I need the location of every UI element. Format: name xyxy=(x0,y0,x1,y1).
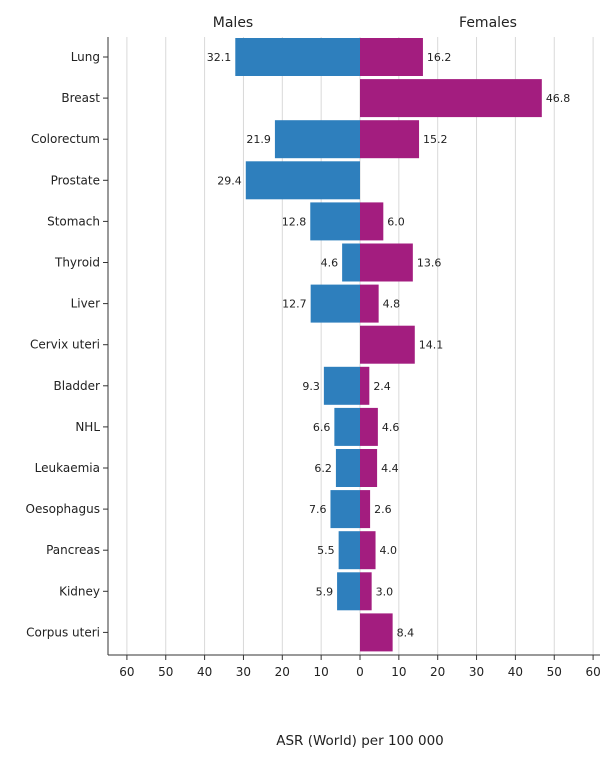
male-bar xyxy=(245,161,360,200)
category-label: Stomach xyxy=(47,214,100,228)
male-value-label: 21.9 xyxy=(246,133,271,146)
female-bar xyxy=(360,202,384,241)
male-value-label: 29.4 xyxy=(217,174,242,187)
category-label: Lung xyxy=(71,50,100,64)
male-bar xyxy=(274,120,360,159)
male-value-label: 6.2 xyxy=(314,462,332,475)
male-value-label: 4.6 xyxy=(321,257,339,270)
female-value-label: 4.6 xyxy=(382,421,400,434)
x-tick-label: 60 xyxy=(585,665,600,679)
male-bar xyxy=(323,366,360,405)
male-bar xyxy=(337,572,360,611)
female-bar xyxy=(360,572,372,611)
females-series-label: Females xyxy=(459,15,517,31)
male-value-label: 5.5 xyxy=(317,544,335,557)
male-value-label: 5.9 xyxy=(316,585,334,598)
male-value-label: 6.6 xyxy=(313,421,331,434)
males-series-label: Males xyxy=(213,15,253,31)
male-value-label: 32.1 xyxy=(207,51,232,64)
axis-layer xyxy=(103,37,600,660)
category-label: Thyroid xyxy=(54,256,100,270)
male-value-label: 7.6 xyxy=(309,503,327,516)
male-bar xyxy=(310,202,360,241)
x-tick-label: 60 xyxy=(119,665,134,679)
category-label: Leukaemia xyxy=(35,461,100,475)
category-label: Kidney xyxy=(59,584,100,598)
label-layer: 60 50 40 30 20 10 0 10 20 30 40 50 60 Lung 32.1 16.2 Bre… xyxy=(26,50,601,679)
x-tick-label: 40 xyxy=(508,665,523,679)
female-value-label: 4.4 xyxy=(381,462,399,475)
x-tick-label: 30 xyxy=(469,665,484,679)
female-value-label: 13.6 xyxy=(417,257,442,270)
category-label: Cervix uteri xyxy=(30,338,100,352)
female-value-label: 15.2 xyxy=(423,133,448,146)
male-bar xyxy=(338,531,360,570)
female-bar xyxy=(360,284,379,323)
female-bar xyxy=(360,490,371,529)
female-value-label: 14.1 xyxy=(419,339,444,352)
x-tick-label: 20 xyxy=(430,665,445,679)
category-label: Corpus uteri xyxy=(26,625,100,639)
male-bar xyxy=(330,490,360,529)
male-value-label: 12.7 xyxy=(282,298,307,311)
female-bar xyxy=(360,407,378,446)
female-value-label: 46.8 xyxy=(546,92,571,105)
female-value-label: 2.4 xyxy=(373,380,391,393)
x-tick-label: 10 xyxy=(391,665,406,679)
category-label: Breast xyxy=(61,91,100,105)
male-bar xyxy=(310,284,360,323)
male-value-label: 12.8 xyxy=(282,215,307,228)
female-bar xyxy=(360,38,423,76)
category-label: Liver xyxy=(71,297,101,311)
bar-layer xyxy=(235,38,542,652)
x-tick-label: 50 xyxy=(158,665,173,679)
category-label: Colorectum xyxy=(31,132,100,146)
female-value-label: 4.8 xyxy=(383,298,401,311)
female-value-label: 8.4 xyxy=(397,626,415,639)
x-axis-title: ASR (World) per 100 000 xyxy=(276,733,444,749)
female-bar xyxy=(360,79,542,118)
x-tick-label: 10 xyxy=(314,665,329,679)
female-bar xyxy=(360,449,378,487)
x-tick-label: 20 xyxy=(275,665,290,679)
female-value-label: 3.0 xyxy=(376,585,394,598)
female-value-label: 6.0 xyxy=(387,215,405,228)
x-tick-label: 50 xyxy=(547,665,562,679)
male-value-label: 9.3 xyxy=(302,380,320,393)
female-value-label: 4.0 xyxy=(380,544,398,557)
female-bar xyxy=(360,613,393,652)
x-tick-label: 30 xyxy=(236,665,251,679)
female-bar xyxy=(360,366,370,405)
male-bar xyxy=(335,449,360,487)
female-value-label: 16.2 xyxy=(427,51,452,64)
male-bar xyxy=(334,407,360,446)
category-label: Oesophagus xyxy=(26,502,100,516)
category-label: Bladder xyxy=(54,379,101,393)
female-value-label: 2.6 xyxy=(374,503,392,516)
female-bar xyxy=(360,120,420,159)
male-bar xyxy=(342,243,360,282)
female-bar xyxy=(360,325,415,364)
category-label: Prostate xyxy=(51,173,100,187)
x-tick-label: 40 xyxy=(197,665,212,679)
female-bar xyxy=(360,243,413,282)
category-label: NHL xyxy=(75,420,100,434)
x-tick-label: 0 xyxy=(356,665,364,679)
male-bar xyxy=(235,38,360,76)
category-label: Pancreas xyxy=(46,543,100,557)
female-bar xyxy=(360,531,376,570)
